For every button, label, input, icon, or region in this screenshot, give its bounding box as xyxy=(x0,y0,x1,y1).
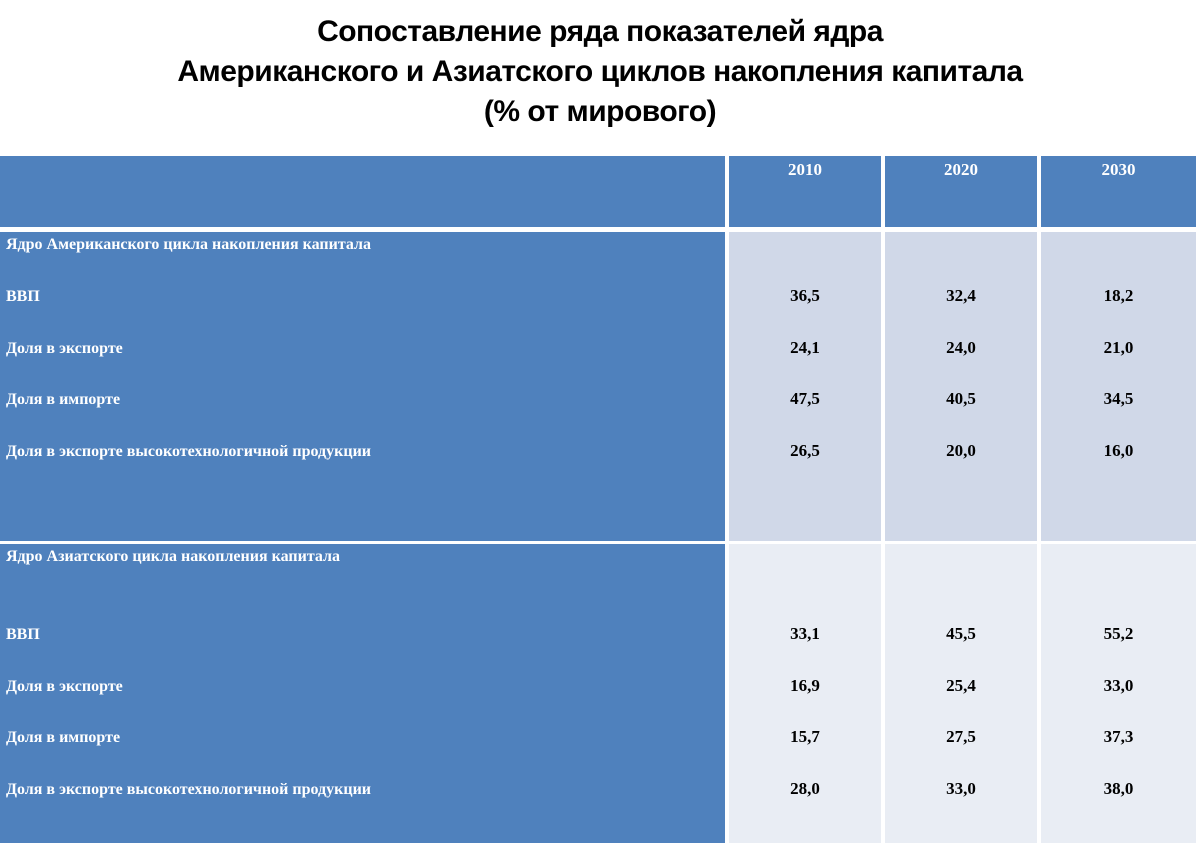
slide-title: Сопоставление ряда показателей ядра Амер… xyxy=(0,12,1200,132)
value-cell: 33,0 xyxy=(1103,676,1134,695)
title-line-1: Сопоставление ряда показателей ядра xyxy=(317,15,883,48)
value-cell: 36,5 xyxy=(790,286,820,305)
value-cell: 24,1 xyxy=(790,338,820,357)
section-american-labels: Ядро Американского цикла накопления капи… xyxy=(0,232,725,541)
header-label-cell xyxy=(0,156,725,227)
value-cell: 37,3 xyxy=(1103,727,1134,746)
value-cell: 38,0 xyxy=(1103,779,1134,798)
section-heading-asian: Ядро Азиатского цикла накопления капитал… xyxy=(6,548,340,565)
value-cell: 26,5 xyxy=(790,441,820,460)
value-cell: 34,5 xyxy=(1103,389,1134,408)
value-cell: 15,7 xyxy=(790,727,820,746)
comparison-table: 2010 2020 2030 Ядро Американского цикла … xyxy=(0,156,1200,843)
section-asian-col-2020: 45,5 25,4 27,5 33,0 xyxy=(885,544,1037,843)
section-asian-col-2030: 55,2 33,0 37,3 38,0 xyxy=(1041,544,1196,843)
value-cell: 40,5 xyxy=(946,389,976,408)
value-cell: 16,0 xyxy=(1103,441,1134,460)
value-cell: 28,0 xyxy=(790,779,820,798)
header-year-2010: 2010 xyxy=(729,156,881,227)
section-heading-american: Ядро Американского цикла накопления капи… xyxy=(6,236,372,253)
row-label-gdp: ВВП xyxy=(6,626,40,643)
value-cell: 18,2 xyxy=(1103,286,1134,305)
value-cell: 20,0 xyxy=(946,441,976,460)
section-american-col-2030: 18,2 21,0 34,5 16,0 xyxy=(1041,232,1196,541)
header-year-2020: 2020 xyxy=(885,156,1037,227)
value-cell: 47,5 xyxy=(790,389,820,408)
value-cell: 33,0 xyxy=(946,779,976,798)
row-label-import-share: Доля в импорте xyxy=(6,729,121,746)
value-cell: 21,0 xyxy=(1103,338,1134,357)
value-cell: 24,0 xyxy=(946,338,976,357)
row-label-hightech-export-share: Доля в экспорте высокотехнологичной прод… xyxy=(6,781,371,798)
row-label-export-share: Доля в экспорте xyxy=(6,340,123,357)
section-asian-col-2010: 33,1 16,9 15,7 28,0 xyxy=(729,544,881,843)
title-line-2: Американского и Азиатского циклов накопл… xyxy=(177,55,1023,88)
row-label-gdp: ВВП xyxy=(6,288,40,305)
section-american-col-2020: 32,4 24,0 40,5 20,0 xyxy=(885,232,1037,541)
title-line-3: (% от мирового) xyxy=(483,95,717,128)
value-cell: 27,5 xyxy=(946,727,976,746)
section-asian-labels: Ядро Азиатского цикла накопления капитал… xyxy=(0,544,725,843)
value-cell: 16,9 xyxy=(790,676,820,695)
header-year-2030: 2030 xyxy=(1041,156,1196,227)
value-cell: 32,4 xyxy=(946,286,976,305)
value-cell: 33,1 xyxy=(790,624,820,643)
value-cell: 55,2 xyxy=(1103,624,1134,643)
section-american-col-2010: 36,5 24,1 47,5 26,5 xyxy=(729,232,881,541)
row-label-export-share: Доля в экспорте xyxy=(6,678,123,695)
row-label-import-share: Доля в импорте xyxy=(6,391,121,408)
row-label-hightech-export-share: Доля в экспорте высокотехнологичной прод… xyxy=(6,443,371,460)
value-cell: 25,4 xyxy=(946,676,976,695)
value-cell: 45,5 xyxy=(946,624,976,643)
